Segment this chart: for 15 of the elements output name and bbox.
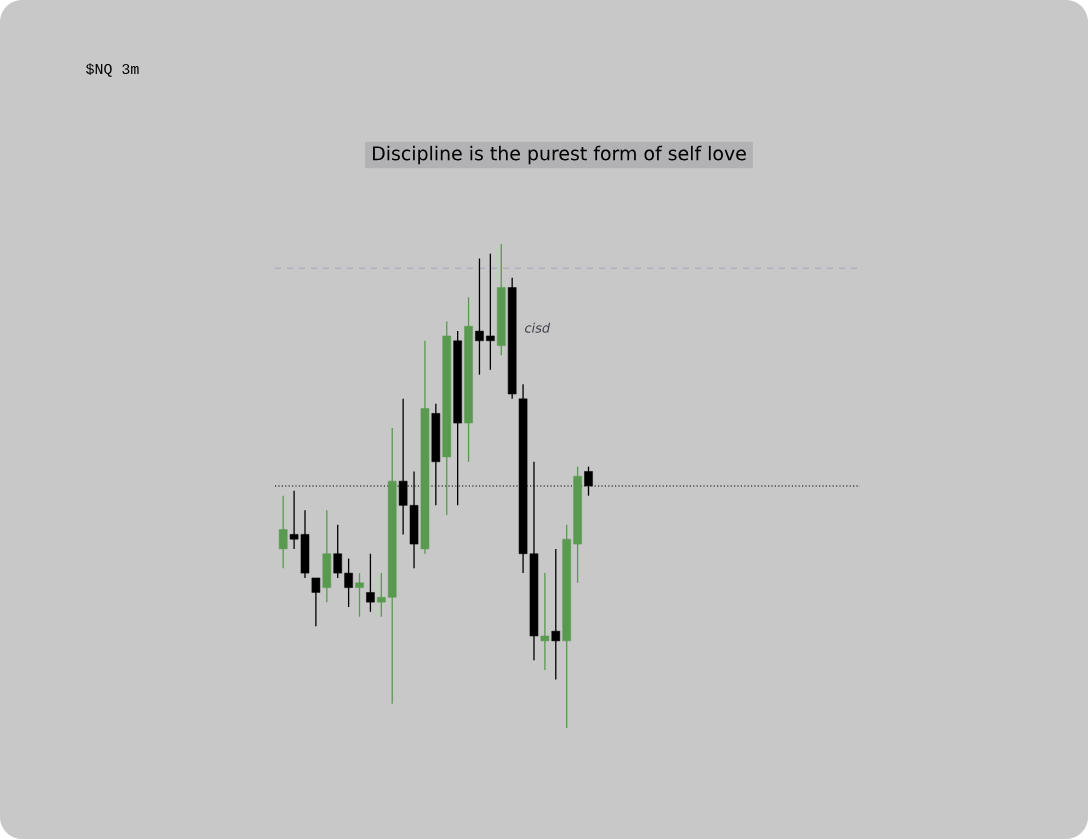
candlestick: [333, 524, 342, 579]
chart-title: Discipline is the purest form of self love: [373, 145, 746, 165]
candlestick: [584, 465, 593, 497]
candlestick: [355, 572, 364, 618]
candlestick: [475, 257, 484, 376]
candlestick: [377, 572, 386, 618]
candlestick: [551, 548, 561, 681]
candlestick: [366, 553, 375, 613]
candlestick: [311, 577, 321, 627]
candlestick: [344, 557, 353, 608]
text: $NQ 3m: [86, 63, 139, 77]
annotation: cisd: [525, 322, 551, 333]
candlestick: [540, 572, 550, 671]
candlestick: [486, 253, 495, 371]
candlestick: [278, 495, 288, 569]
